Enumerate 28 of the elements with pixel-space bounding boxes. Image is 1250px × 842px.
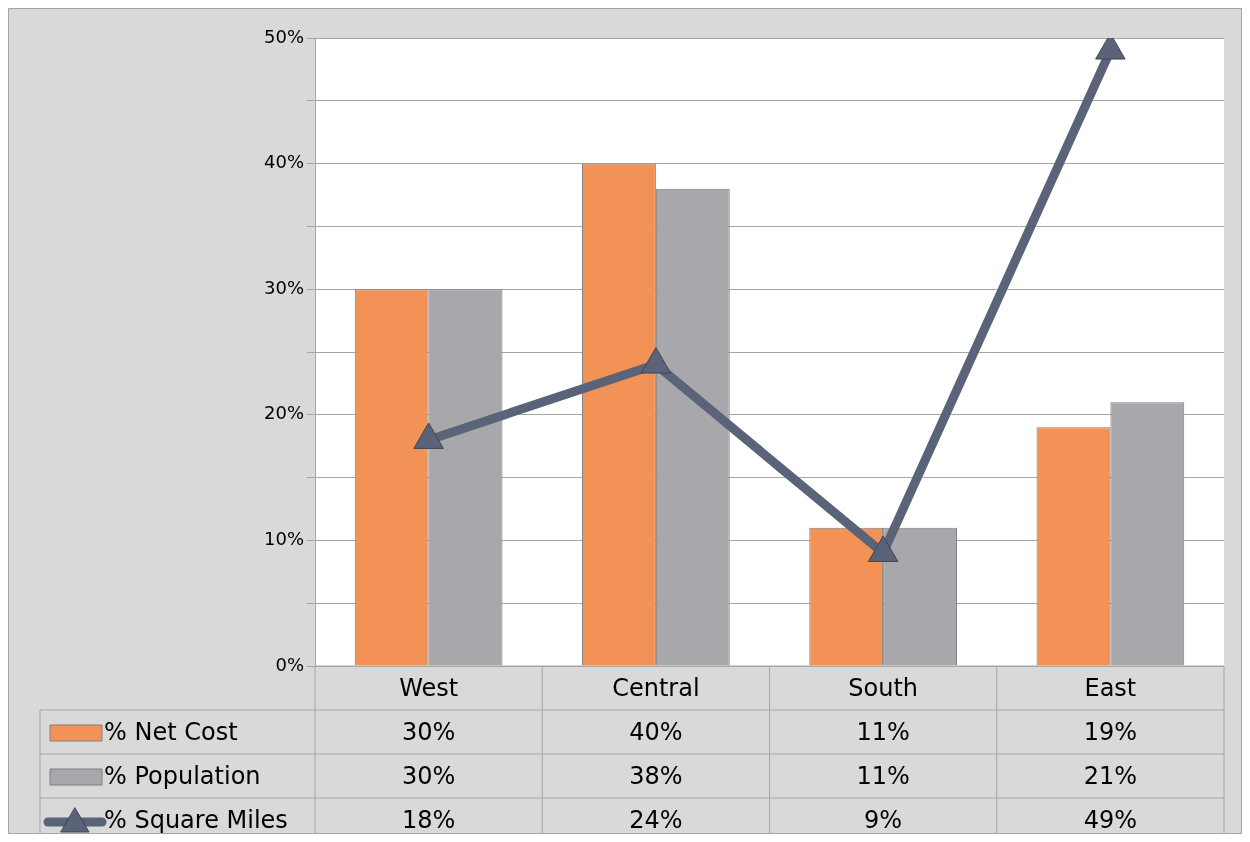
data-label: 30% <box>401 718 456 747</box>
x-tick-label: Central <box>612 674 700 703</box>
y-tick-label: 40% <box>263 151 304 173</box>
data-label: 30% <box>401 762 456 791</box>
point <box>413 422 444 449</box>
data-label: 11% <box>856 762 910 791</box>
data-label: 18% <box>401 806 456 835</box>
y-tick-label: 0% <box>275 653 304 675</box>
legend-label: % Net Cost <box>104 718 238 747</box>
legend-label: % Population <box>104 762 261 791</box>
x-tick-label: East <box>1084 674 1137 703</box>
point <box>640 347 672 374</box>
data-label: 49% <box>1083 806 1138 835</box>
data-label: 40% <box>629 718 683 747</box>
legend-label: % Square Miles <box>104 806 288 835</box>
data-label: 24% <box>629 806 683 835</box>
data-label: 21% <box>1083 762 1138 791</box>
data-label: 9% <box>864 806 903 835</box>
y-tick-label: 50% <box>263 25 304 47</box>
data-label: 38% <box>629 762 683 791</box>
data-label: 11% <box>856 718 910 747</box>
y-tick-label: 30% <box>263 276 304 298</box>
data-label: 19% <box>1083 718 1138 747</box>
y-tick-label: 10% <box>263 528 304 550</box>
y-tick-label: 20% <box>263 402 304 424</box>
point <box>867 535 899 562</box>
x-tick-label: West <box>399 674 459 703</box>
x-tick-label: South <box>848 674 918 703</box>
